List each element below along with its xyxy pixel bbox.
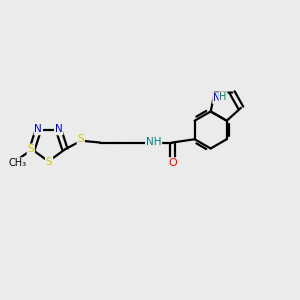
Text: CH₃: CH₃ xyxy=(9,158,27,168)
Text: N: N xyxy=(55,124,62,134)
Text: S: S xyxy=(28,144,34,154)
Text: O: O xyxy=(168,158,177,168)
Text: N: N xyxy=(34,124,42,134)
Text: N: N xyxy=(213,93,221,103)
Text: S: S xyxy=(77,134,84,144)
Text: NH: NH xyxy=(146,137,161,147)
Text: S: S xyxy=(46,157,52,167)
Text: H: H xyxy=(219,92,227,102)
